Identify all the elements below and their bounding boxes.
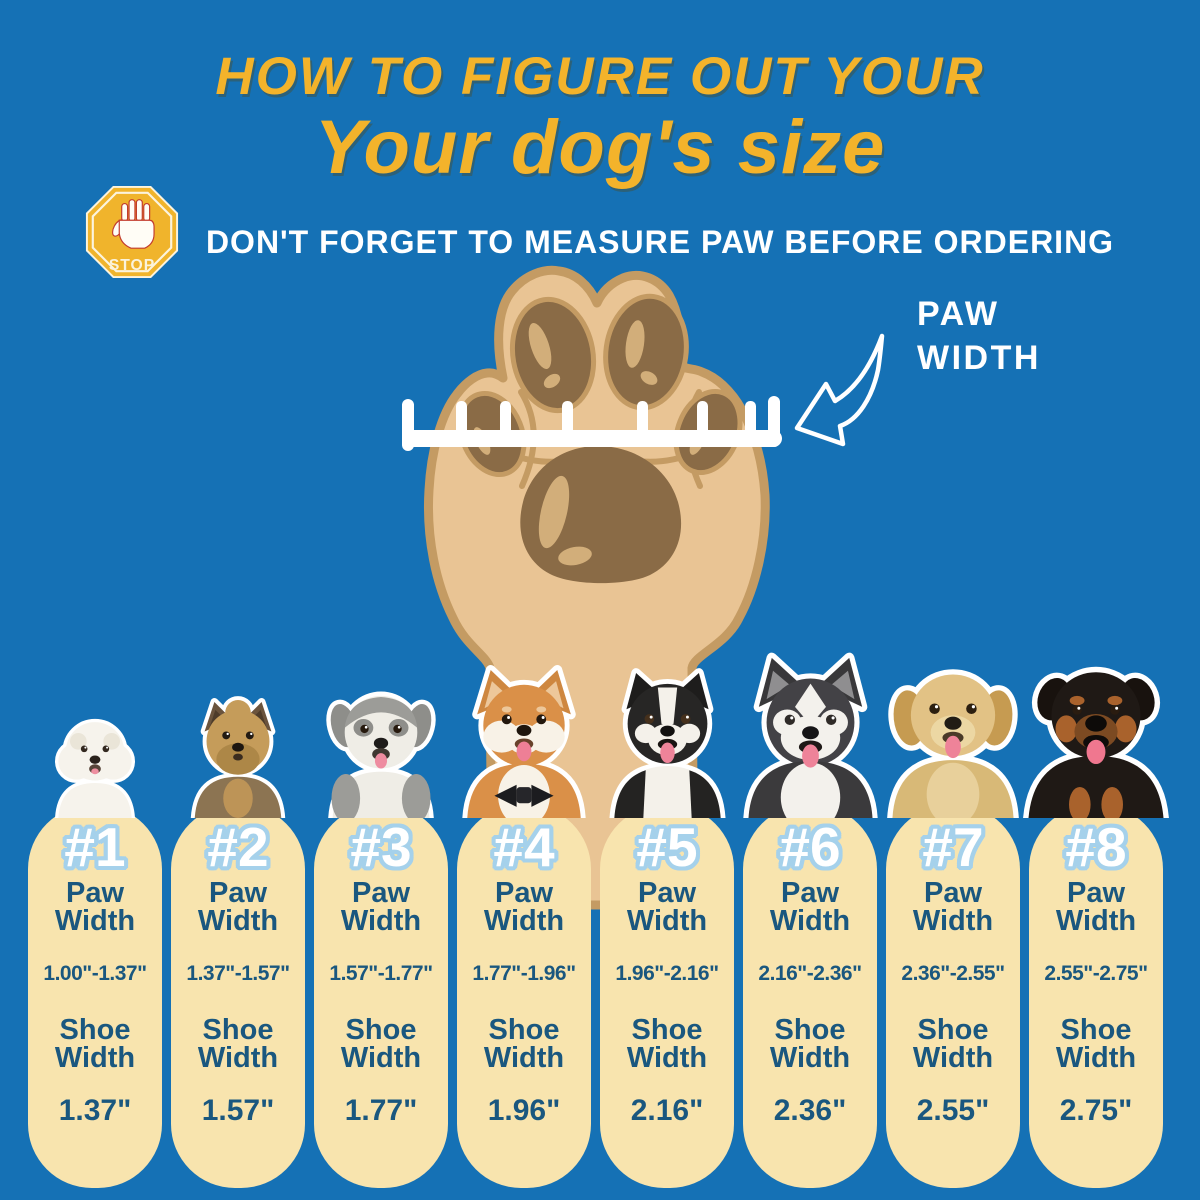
dog-photo-border-collie (609, 668, 726, 818)
shoe-width-heading: Shoe Width (197, 1013, 279, 1074)
shoe-width-value: 2.36" (773, 1094, 847, 1128)
size-column-4: #4 Paw Width 1.77"-1.96" Shoe Width 1.96… (457, 805, 591, 1188)
size-column-1: #1 Paw Width 1.00"-1.37" Shoe Width 1.37… (28, 805, 162, 1188)
paw-width-heading: Paw Width (483, 876, 565, 938)
paw-width-heading: Paw Width (197, 876, 279, 938)
paw-width-range: 2.36"-2.55" (901, 961, 1005, 985)
size-number: #3 (350, 816, 412, 878)
paw-width-heading: Paw Width (1055, 876, 1137, 938)
size-column-7: #7 Paw Width 2.36"-2.55" Shoe Width 2.55… (886, 805, 1020, 1188)
dog-photo-bearded-collie (326, 691, 436, 818)
size-number: #2 (207, 816, 269, 878)
shoe-width-heading: Shoe Width (340, 1013, 422, 1074)
dog-photo-rottweiler (1023, 666, 1169, 818)
size-column-2: #2 Paw Width 1.37"-1.57" Shoe Width 1.57… (171, 805, 305, 1188)
measure-warning-text: DON'T FORGET TO MEASURE PAW BEFORE ORDER… (205, 224, 1115, 260)
size-number: #4 (493, 816, 555, 878)
shoe-width-heading: Shoe Width (769, 1013, 851, 1074)
paw-width-heading: Paw Width (54, 876, 136, 938)
shoe-width-value: 1.77" (344, 1094, 418, 1128)
measuring-ruler-icon (402, 396, 782, 451)
title-line-2: Your dog's size (314, 105, 886, 190)
shoe-width-value: 1.96" (487, 1094, 561, 1128)
size-number: #8 (1065, 816, 1127, 878)
paw-width-range: 1.57"-1.77" (329, 961, 433, 985)
shoe-width-value: 2.55" (916, 1094, 990, 1128)
shoe-width-heading: Shoe Width (912, 1013, 994, 1074)
paw-width-heading: Paw Width (340, 876, 422, 938)
paw-width-label: PAW WIDTH (917, 293, 1041, 380)
shoe-width-heading: Shoe Width (626, 1013, 708, 1074)
paw-width-range: 1.37"-1.57" (186, 961, 290, 985)
dog-photo-bichon-frise (55, 718, 135, 818)
shoe-width-value: 1.37" (58, 1094, 132, 1128)
stop-sign-label: STOP (109, 257, 155, 274)
size-column-8: #8 Paw Width 2.55"-2.75" Shoe Width 2.75… (1029, 805, 1163, 1188)
stop-sign-icon: STOP (85, 185, 179, 279)
size-number: #1 (64, 816, 126, 878)
paw-width-label-line2: WIDTH (917, 338, 1041, 377)
dog-photo-yorkshire-terrier (190, 696, 286, 818)
dog-photo-golden-retriever (887, 669, 1019, 818)
dog-photo-shiba-inu (462, 665, 586, 818)
size-column-5: #5 Paw Width 1.96"-2.16" Shoe Width 2.16… (600, 805, 734, 1188)
size-column-3: #3 Paw Width 1.57"-1.77" Shoe Width 1.77… (314, 805, 448, 1188)
paw-width-range: 2.16"-2.36" (758, 961, 862, 985)
hand-icon (112, 199, 155, 249)
paw-width-range: 2.55"-2.75" (1044, 961, 1148, 985)
pad-highlights (473, 320, 707, 566)
paw-width-heading: Paw Width (912, 876, 994, 938)
dog-photo-alaskan-malamute (743, 652, 878, 818)
size-number: #5 (636, 816, 698, 878)
paw-width-heading: Paw Width (769, 876, 851, 938)
shoe-width-heading: Shoe Width (54, 1013, 136, 1074)
size-number: #7 (922, 816, 984, 878)
size-column-6: #6 Paw Width 2.16"-2.36" Shoe Width 2.36… (743, 805, 877, 1188)
shoe-width-heading: Shoe Width (1055, 1013, 1137, 1074)
shoe-width-heading: Shoe Width (483, 1013, 565, 1074)
shoe-width-value: 2.75" (1059, 1094, 1133, 1128)
title-line-1: HOW TO FIGURE OUT YOUR (215, 47, 985, 106)
size-number: #6 (779, 816, 841, 878)
curved-arrow-icon (794, 333, 885, 447)
shoe-width-value: 1.57" (201, 1094, 275, 1128)
paw-width-heading: Paw Width (626, 876, 708, 938)
paw-width-label-line1: PAW (917, 295, 1000, 333)
paw-width-range: 1.77"-1.96" (472, 961, 576, 985)
paw-width-range: 1.96"-2.16" (615, 961, 719, 985)
bow-tie (494, 784, 554, 807)
shoe-width-value: 2.16" (630, 1094, 704, 1128)
paw-width-range: 1.00"-1.37" (43, 961, 147, 985)
